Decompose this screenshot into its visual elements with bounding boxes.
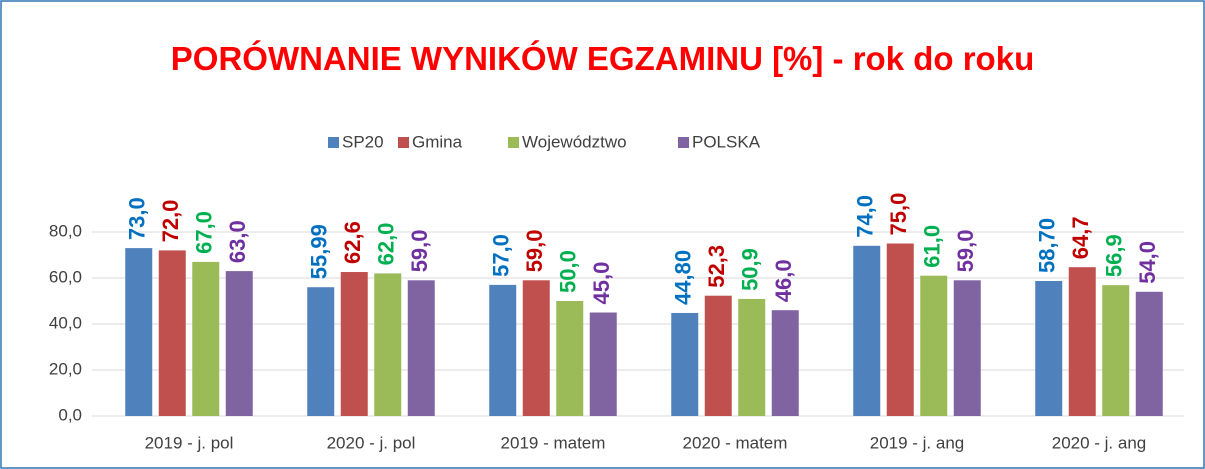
legend-swatch — [508, 137, 519, 148]
bar — [489, 284, 517, 416]
bar — [374, 273, 402, 416]
value-label: 50,0 — [556, 250, 581, 293]
legend-swatch — [328, 137, 339, 148]
bar — [340, 272, 368, 416]
bar — [704, 295, 732, 416]
x-tick-label: 2019 - j. pol — [145, 433, 234, 452]
legend-swatch — [398, 137, 409, 148]
value-label: 75,0 — [886, 193, 911, 236]
legend-swatch — [678, 137, 689, 148]
bar — [1135, 291, 1163, 416]
bar — [853, 245, 881, 416]
chart-title: PORÓWNANIE WYNIKÓW EGZAMINU [%] - rok do… — [170, 40, 1035, 77]
x-tick-label: 2019 - matem — [501, 433, 606, 452]
value-label: 61,0 — [920, 225, 945, 268]
y-tick-label: 40,0 — [49, 313, 82, 332]
value-label: 46,0 — [771, 259, 796, 302]
y-tick-label: 20,0 — [49, 359, 82, 378]
x-tick-label: 2019 - j. ang — [870, 433, 965, 452]
legend-label: Województwo — [522, 132, 627, 151]
value-label: 45,0 — [589, 262, 614, 305]
y-tick-label: 60,0 — [49, 267, 82, 286]
x-tick-label: 2020 - j. ang — [1052, 433, 1147, 452]
legend-label: POLSKA — [692, 132, 761, 151]
value-label: 50,9 — [738, 248, 763, 291]
value-label: 59,0 — [407, 229, 432, 272]
bar — [1035, 280, 1063, 416]
value-label: 56,9 — [1102, 234, 1127, 277]
bar — [589, 312, 617, 416]
value-label: 57,0 — [489, 234, 514, 277]
x-tick-label: 2020 - j. pol — [327, 433, 416, 452]
value-label: 54,0 — [1135, 241, 1160, 284]
bar — [886, 243, 914, 416]
value-label: 62,6 — [340, 221, 365, 264]
value-label: 52,3 — [704, 245, 729, 288]
bar — [307, 287, 335, 416]
value-label: 58,70 — [1035, 218, 1060, 273]
y-tick-label: 0,0 — [58, 405, 82, 424]
value-label: 64,7 — [1068, 216, 1093, 259]
bar — [556, 301, 584, 416]
value-label: 59,0 — [953, 229, 978, 272]
bar — [953, 280, 981, 416]
value-label: 73,0 — [125, 197, 150, 240]
legend-label: SP20 — [342, 132, 384, 151]
bar — [192, 261, 220, 416]
value-label: 44,80 — [671, 250, 696, 305]
value-label: 59,0 — [522, 229, 547, 272]
bar — [407, 280, 435, 416]
bar — [771, 310, 799, 416]
bar — [225, 271, 253, 416]
value-label: 55,99 — [307, 224, 332, 279]
bar — [125, 248, 153, 416]
legend-label: Gmina — [412, 132, 463, 151]
bar — [158, 250, 186, 416]
bar — [920, 275, 948, 416]
value-label: 72,0 — [158, 200, 183, 243]
y-tick-label: 80,0 — [49, 221, 82, 240]
bar — [738, 298, 766, 416]
bar — [671, 312, 699, 416]
bar — [1068, 267, 1096, 416]
value-label: 62,0 — [374, 223, 399, 266]
value-label: 67,0 — [192, 211, 217, 254]
bar — [1102, 285, 1130, 416]
value-label: 74,0 — [853, 195, 878, 238]
bar — [522, 280, 550, 416]
value-label: 63,0 — [225, 220, 250, 263]
x-tick-label: 2020 - matem — [683, 433, 788, 452]
